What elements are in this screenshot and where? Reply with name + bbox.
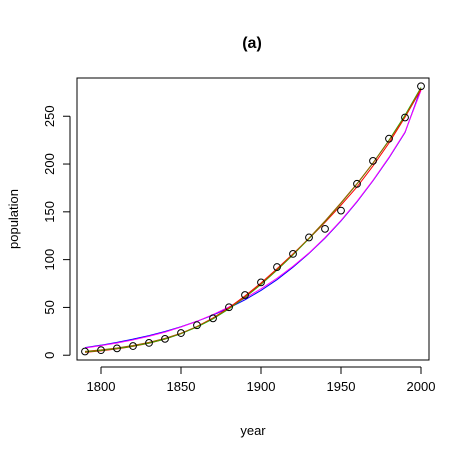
data-point	[161, 334, 169, 343]
data-point	[209, 314, 217, 323]
y-tick-label: 150	[42, 201, 57, 223]
data-point	[337, 206, 345, 215]
data-point	[289, 249, 297, 258]
data-point	[81, 347, 89, 356]
data-point	[177, 329, 185, 337]
x-axis: 1800 1850 1900 1950 2000	[87, 366, 436, 394]
data-point	[385, 134, 393, 143]
x-tick-label: 1950	[327, 379, 356, 394]
fitted-curves	[84, 87, 422, 353]
data-points	[81, 82, 425, 356]
fit-curve	[84, 89, 422, 353]
data-point	[305, 233, 313, 242]
data-point	[113, 344, 121, 353]
y-tick-label: 100	[42, 249, 57, 271]
y-tick-label: 200	[42, 153, 57, 175]
y-tick-label: 250	[42, 105, 57, 127]
data-point	[241, 291, 249, 299]
data-point	[417, 82, 425, 91]
x-tick-label: 2000	[407, 379, 436, 394]
data-point	[145, 338, 153, 347]
y-axis-label: population	[6, 189, 21, 249]
plot-frame	[76, 77, 430, 361]
y-axis: 0 50 100 150 200 250	[42, 105, 71, 359]
y-tick-label: 0	[42, 352, 57, 359]
x-tick-label: 1800	[87, 379, 116, 394]
data-point	[257, 278, 265, 287]
fit-curve	[84, 87, 422, 353]
data-point	[193, 321, 201, 330]
data-point	[97, 346, 105, 355]
data-point	[129, 342, 137, 350]
x-tick-label: 1900	[247, 379, 276, 394]
data-point	[401, 113, 409, 122]
x-tick-label: 1850	[167, 379, 196, 394]
data-point	[353, 179, 361, 188]
data-point	[369, 156, 377, 165]
fit-curve	[84, 88, 422, 349]
fit-curve	[84, 90, 422, 349]
y-tick-label: 50	[42, 300, 57, 314]
data-point	[225, 303, 233, 312]
chart-title: (a)	[242, 35, 262, 52]
x-axis-label: year	[240, 423, 266, 438]
data-point	[321, 224, 329, 233]
data-point	[273, 263, 281, 271]
fit-curve	[84, 87, 422, 352]
